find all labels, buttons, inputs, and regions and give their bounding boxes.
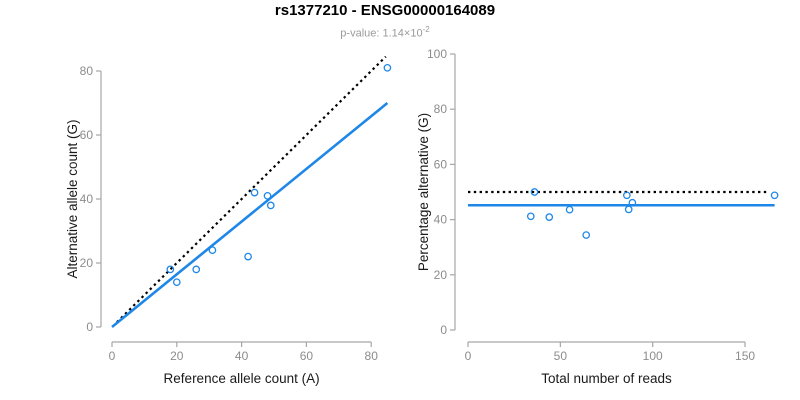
y-axis-title: Percentage alternative (G) xyxy=(416,113,431,271)
y-tick-label: 60 xyxy=(434,157,448,171)
data-point xyxy=(208,246,217,255)
data-point xyxy=(266,201,275,210)
data-point xyxy=(770,191,779,200)
x-tick-label: 0 xyxy=(109,349,116,363)
y-tick-label: 40 xyxy=(80,192,94,206)
data-point xyxy=(565,205,574,214)
x-tick-label: 50 xyxy=(554,349,568,363)
data-point xyxy=(192,265,201,274)
y-tick-label: 80 xyxy=(434,102,448,116)
percentage-vs-reads-scatter: 0 50 100 150 0 20 40 60 80 100 Total number of rea… xyxy=(416,47,779,386)
x-tick-label: 80 xyxy=(365,349,379,363)
x-tick-label: 40 xyxy=(235,349,249,363)
y-tick-label: 80 xyxy=(80,64,94,78)
data-point xyxy=(172,278,181,287)
y-axis-title: Alternative allele count (G) xyxy=(65,119,80,278)
y-tick-label: 0 xyxy=(440,323,447,337)
allele-counts-scatter: 0 20 40 60 80 0 20 40 60 80 Reference allele count… xyxy=(65,55,392,386)
p-value-text: p-value: 1.14×10 xyxy=(340,27,423,40)
y-tick-label: 20 xyxy=(80,256,94,270)
p-value-exponent: -2 xyxy=(422,25,430,34)
identity-line xyxy=(116,55,387,323)
x-axis-title: Reference allele count (A) xyxy=(164,371,320,386)
y-tick-label: 60 xyxy=(80,128,94,142)
data-point xyxy=(624,205,633,214)
data-point xyxy=(545,213,554,221)
y-tick-label: 40 xyxy=(434,213,448,227)
data-point xyxy=(263,191,272,200)
x-tick-label: 150 xyxy=(735,349,755,363)
y-tick-label: 100 xyxy=(427,47,447,61)
data-point xyxy=(526,212,535,221)
data-point xyxy=(166,265,175,274)
data-point xyxy=(628,198,637,207)
y-tick-label: 0 xyxy=(86,320,93,334)
x-tick-label: 0 xyxy=(465,349,472,363)
y-tick-label: 20 xyxy=(434,268,448,282)
data-point xyxy=(530,188,539,196)
x-tick-label: 100 xyxy=(643,349,663,363)
figure-title: rs1377210 - ENSG00000164089 xyxy=(274,2,496,19)
data-point xyxy=(582,231,591,239)
x-tick-label: 20 xyxy=(170,349,184,363)
data-point xyxy=(622,191,631,200)
figure-subtitle: p-value: 1.14×10-2 xyxy=(0,24,770,40)
data-point xyxy=(383,63,392,72)
data-point xyxy=(250,188,259,197)
x-axis-title: Total number of reads xyxy=(541,371,672,386)
figure-header: rs1377210 - ENSG00000164089 p-value: 1.1… xyxy=(0,2,770,40)
x-tick-label: 60 xyxy=(300,349,314,363)
fit-line xyxy=(111,101,389,329)
data-point xyxy=(244,252,252,261)
